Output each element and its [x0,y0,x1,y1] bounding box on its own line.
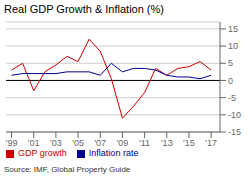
svg-text:'03: '03 [50,138,62,148]
svg-text:10: 10 [228,41,238,51]
html-text:Inflation rate: Inflation rate [88,148,139,158]
svg-text:'17: '17 [205,138,217,148]
svg-text:'11: '11 [139,138,150,148]
svg-text:5: 5 [228,58,233,68]
svg-text:-15: -15 [228,127,241,137]
html-text:Source: IMF, Global Property G: Source: IMF, Global Property Guide [4,165,131,174]
svg-text:'15: '15 [183,138,195,148]
svg-text:'01: '01 [28,138,40,148]
svg-text:15: 15 [228,24,238,34]
html-text:Real GDP Growth & Inflation (%: Real GDP Growth & Inflation (%) [4,3,164,15]
svg-text:-5: -5 [228,93,236,103]
svg-text:'99: '99 [8,138,17,148]
svg-text:'07: '07 [94,138,106,148]
svg-text:'13: '13 [161,138,173,148]
html-text:GDP growth: GDP growth [18,148,67,158]
svg-text:0: 0 [228,76,233,86]
svg-text:'09: '09 [117,138,129,148]
svg-text:'05: '05 [72,138,84,148]
svg-text:-10: -10 [228,110,241,120]
